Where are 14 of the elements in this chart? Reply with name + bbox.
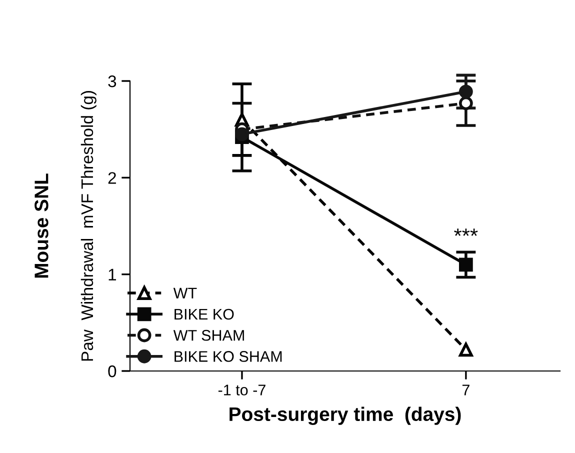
legend-label: BIKE KO — [174, 308, 234, 320]
x-tick-label: 7 — [462, 384, 470, 396]
legend-label: WT — [173, 288, 197, 298]
legend-label: WT SHAM — [173, 330, 244, 341]
x-tick-label: -1 to -7 — [218, 384, 266, 396]
y-tick-label: 1 — [108, 268, 116, 280]
y-tick-label: 3 — [108, 75, 116, 88]
legend-label: BIKE KO SHAM — [174, 351, 282, 362]
text: Mouse SNL — [34, 174, 48, 278]
y-tick-label: 0 — [108, 365, 116, 378]
x-axis-title: Post-surgery time (days) — [230, 406, 461, 425]
annotation: *** — [454, 228, 478, 236]
y-axis-title: Paw Withdrawal mVF Threshold (g) — [80, 91, 96, 361]
y-tick-label: 2 — [108, 172, 116, 184]
